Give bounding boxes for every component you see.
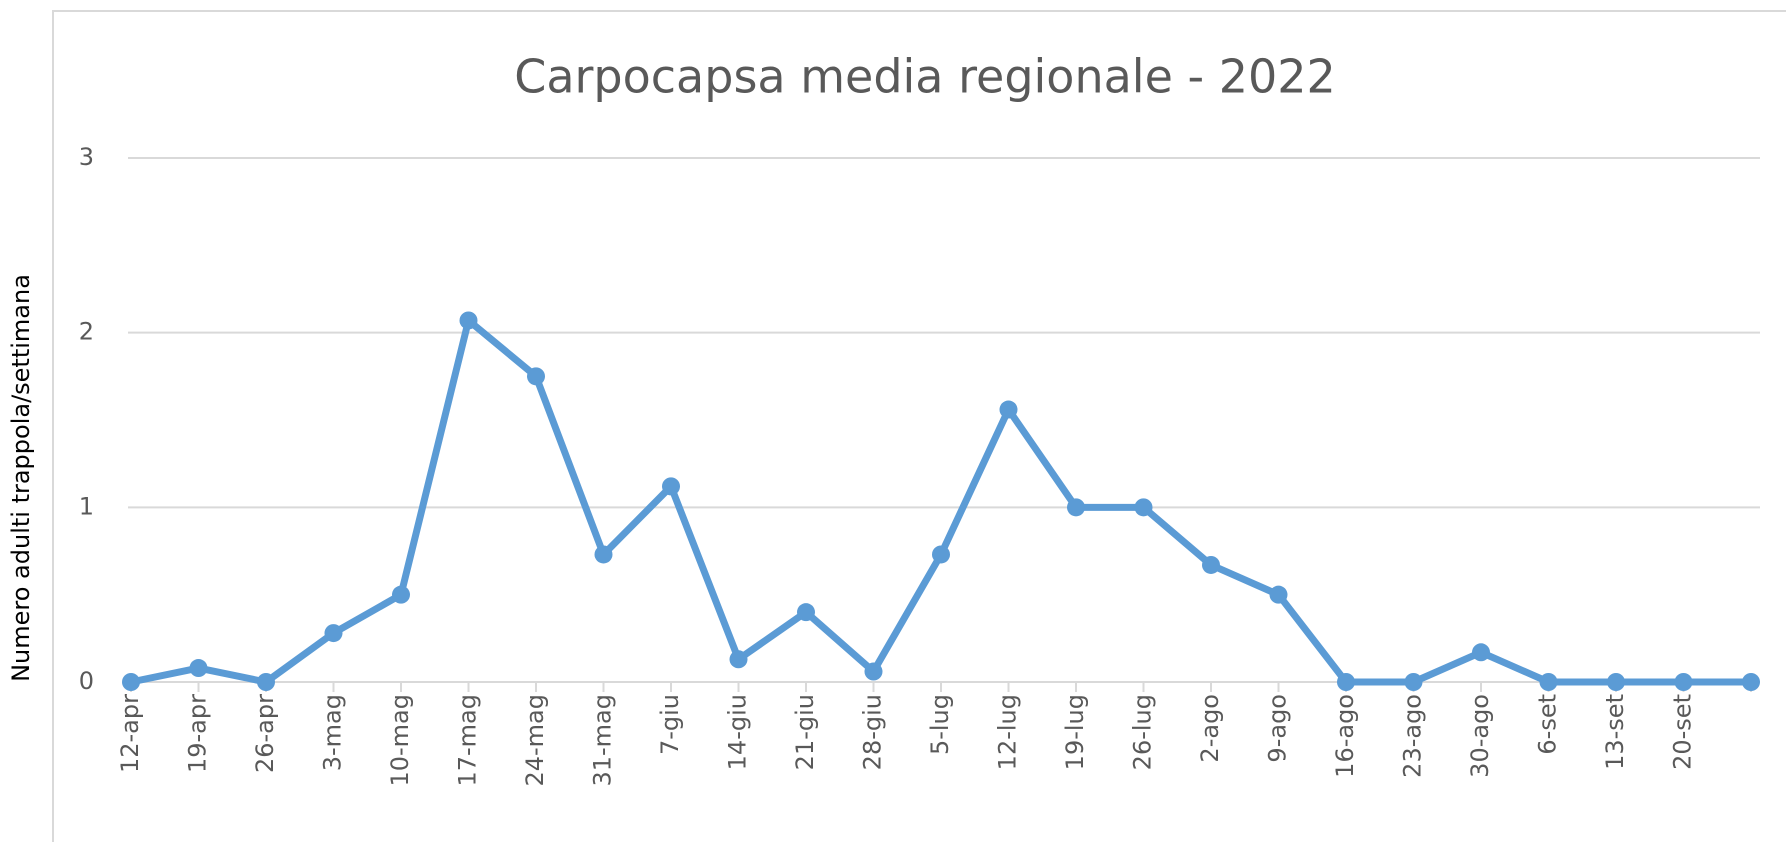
x-tick-label: 30-ago	[1466, 694, 1494, 778]
x-tick-label: 26-lug	[1129, 694, 1157, 770]
data-point	[122, 673, 140, 691]
x-tick-label: 7-giu	[656, 694, 684, 755]
data-point	[392, 585, 410, 604]
data-point	[257, 673, 275, 691]
data-point	[1134, 498, 1153, 517]
y-tick-label: 2	[79, 318, 94, 346]
x-tick-label: 20-set	[1669, 694, 1697, 770]
data-point	[1269, 585, 1288, 604]
x-tick-label: 6-set	[1534, 694, 1562, 755]
data-point	[1607, 673, 1625, 691]
x-tick-label: 14-giu	[724, 694, 752, 770]
data-point	[864, 662, 883, 681]
x-tick-label: 12-lug	[994, 694, 1022, 770]
data-point	[1337, 673, 1355, 691]
y-tick-label: 3	[79, 143, 94, 171]
x-tick-label: 23-ago	[1399, 694, 1427, 778]
y-tick-label: 1	[79, 492, 94, 520]
data-point	[999, 400, 1018, 419]
x-tick-label: 13-set	[1601, 694, 1629, 770]
data-point	[324, 624, 343, 643]
data-point	[1539, 673, 1558, 691]
data-point	[1472, 643, 1490, 662]
data-point	[527, 367, 545, 386]
chart-title: Carpocapsa media regionale - 2022	[514, 50, 1336, 104]
data-point	[797, 603, 815, 622]
data-point	[932, 545, 950, 564]
data-point	[1674, 673, 1693, 691]
chart-border	[52, 10, 1786, 842]
data-point	[729, 650, 748, 669]
x-tick-label: 24-mag	[521, 694, 549, 787]
x-tick-label: 5-lug	[926, 694, 954, 755]
x-tick-label: 26-apr	[251, 694, 279, 773]
data-point	[1067, 498, 1085, 517]
x-tick-label: 19-lug	[1061, 694, 1089, 770]
x-tick-label: 21-giu	[791, 694, 819, 770]
x-tick-label: 9-ago	[1264, 694, 1292, 763]
data-point	[594, 545, 613, 564]
y-axis-label: Numero adulti trappola/settimana	[7, 274, 35, 682]
data-point	[1404, 673, 1423, 691]
data-point	[459, 311, 478, 330]
x-tick-label: 31-mag	[589, 694, 617, 787]
x-tick-label: 19-apr	[184, 694, 212, 773]
x-tick-label: 12-apr	[116, 694, 144, 773]
x-tick-label: 17-mag	[454, 694, 482, 787]
x-tick-label: 28-giu	[859, 694, 887, 770]
x-tick-label: 16-ago	[1331, 694, 1359, 778]
data-point	[1202, 555, 1220, 574]
x-tick-label: 3-mag	[319, 694, 347, 771]
data-point	[662, 477, 680, 496]
x-tick-label: 10-mag	[386, 694, 414, 787]
data-point	[1742, 673, 1760, 691]
y-tick-label: 0	[79, 667, 94, 695]
data-point	[189, 659, 208, 678]
x-tick-label: 2-ago	[1196, 694, 1224, 763]
